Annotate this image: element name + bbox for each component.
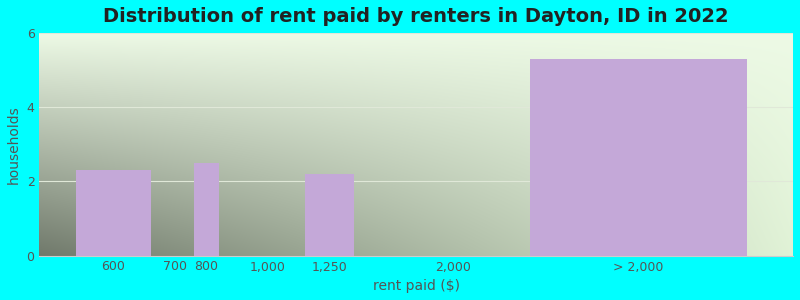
- Bar: [194, 163, 218, 256]
- Title: Distribution of rent paid by renters in Dayton, ID in 2022: Distribution of rent paid by renters in …: [103, 7, 729, 26]
- Bar: [530, 59, 746, 256]
- X-axis label: rent paid ($): rent paid ($): [373, 279, 460, 293]
- Y-axis label: households: households: [7, 105, 21, 184]
- Bar: [77, 170, 150, 256]
- Bar: [305, 174, 354, 256]
